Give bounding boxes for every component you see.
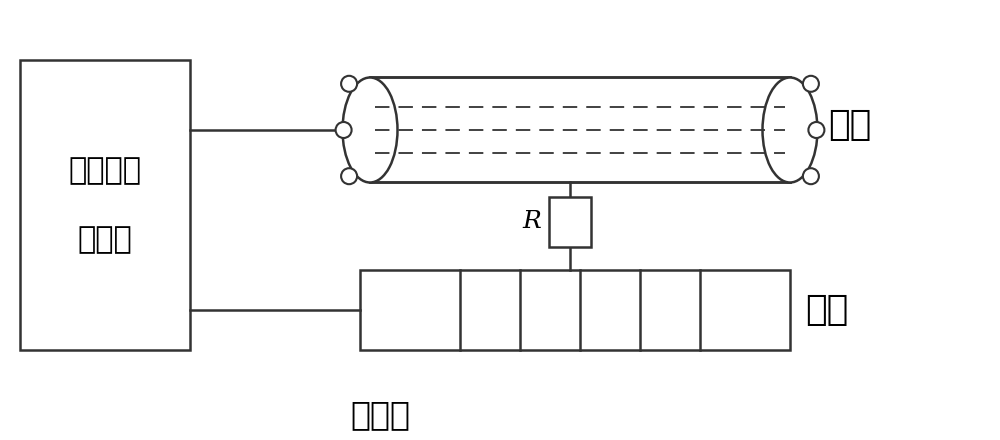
Circle shape [808, 122, 824, 138]
Circle shape [803, 76, 819, 92]
Text: 电缆: 电缆 [828, 108, 871, 142]
Ellipse shape [342, 77, 398, 183]
Bar [370, 77, 790, 183]
Circle shape [336, 122, 352, 138]
Circle shape [803, 168, 819, 184]
Text: 测量图: 测量图 [350, 399, 410, 432]
Text: 桥架: 桥架 [805, 293, 848, 327]
Bar [360, 270, 790, 350]
Text: 电缆故障: 电缆故障 [68, 156, 142, 185]
Circle shape [341, 76, 357, 92]
Bar [549, 197, 591, 247]
Text: R: R [522, 210, 541, 234]
Bar [20, 60, 190, 350]
Ellipse shape [763, 77, 818, 183]
Text: 测试乧: 测试乧 [78, 225, 132, 254]
Circle shape [341, 168, 357, 184]
